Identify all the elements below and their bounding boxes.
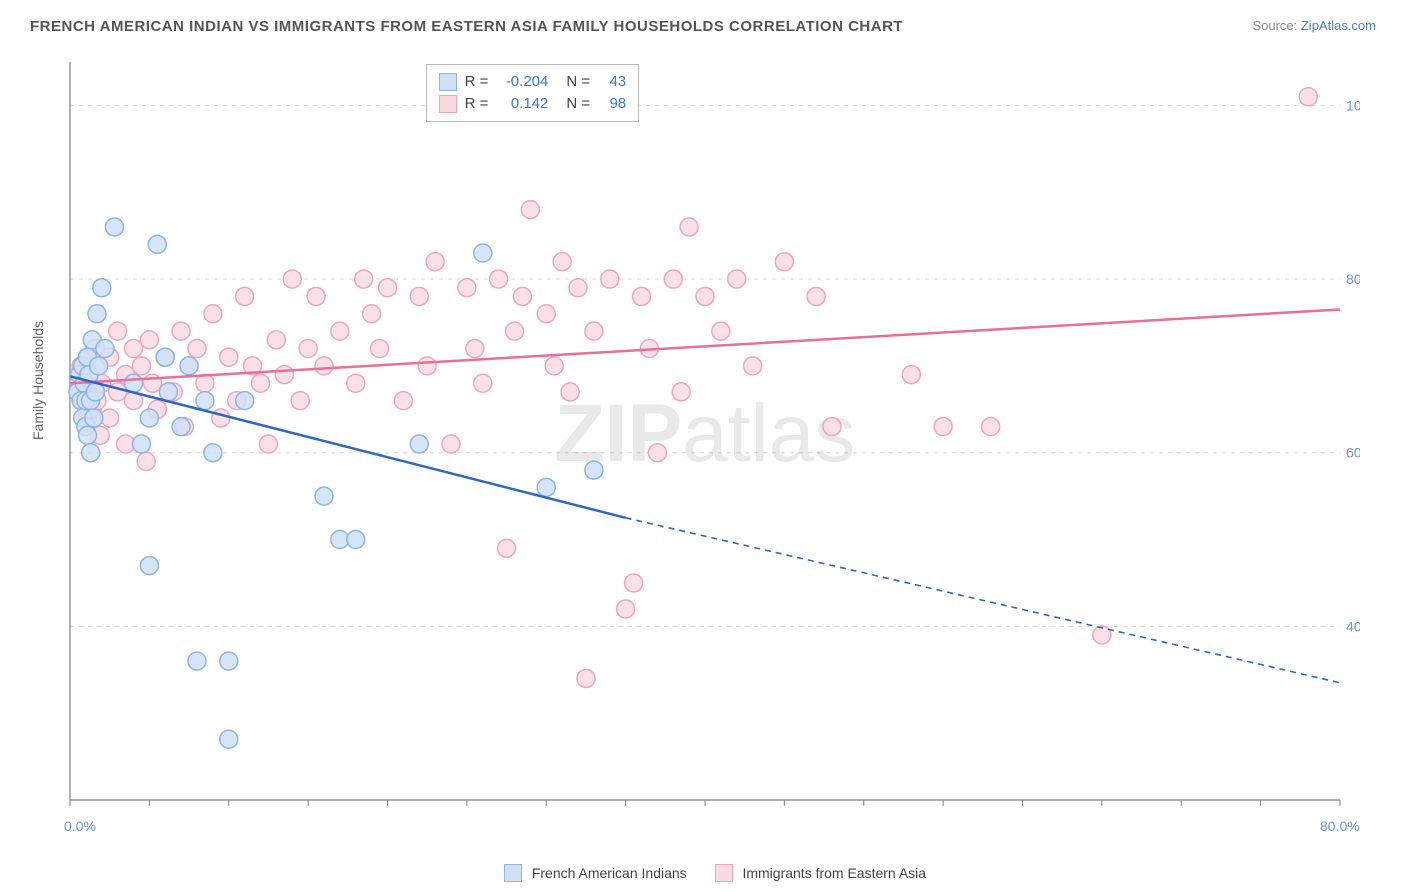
- svg-text:100.0%: 100.0%: [1346, 97, 1360, 113]
- stats-swatch-1: [439, 73, 457, 91]
- x-tick-min: 0.0%: [64, 818, 96, 834]
- svg-text:60.0%: 60.0%: [1346, 445, 1360, 461]
- legend-swatch-series1: [504, 864, 522, 882]
- source-credit: Source: ZipAtlas.com: [1252, 18, 1376, 33]
- chart-area: 40.0%60.0%80.0%100.0%ZIPatlas R = -0.204…: [60, 50, 1360, 840]
- stats-r-label-1: R =: [465, 71, 489, 93]
- stats-r-value-2: 0.142: [496, 93, 548, 115]
- stats-n-label-1: N =: [566, 71, 590, 93]
- stats-n-value-1: 43: [598, 71, 626, 93]
- scatter-plot-svg: 40.0%60.0%80.0%100.0%ZIPatlas R = -0.204…: [60, 50, 1360, 840]
- legend-swatch-series2: [715, 864, 733, 882]
- chart-title: FRENCH AMERICAN INDIAN VS IMMIGRANTS FRO…: [30, 18, 903, 35]
- y-axis-label: Family Households: [30, 321, 46, 440]
- stats-r-label-2: R =: [465, 93, 489, 115]
- bottom-legend: French American Indians Immigrants from …: [0, 864, 1406, 882]
- svg-text:80.0%: 80.0%: [1346, 271, 1360, 287]
- stats-swatch-2: [439, 95, 457, 113]
- stats-n-label-2: N =: [566, 93, 590, 115]
- legend-label-series1: French American Indians: [532, 865, 687, 881]
- legend-label-series2: Immigrants from Eastern Asia: [742, 865, 926, 881]
- svg-text:40.0%: 40.0%: [1346, 618, 1360, 634]
- stats-n-value-2: 98: [598, 93, 626, 115]
- source-link[interactable]: ZipAtlas.com: [1301, 18, 1376, 33]
- stats-r-value-1: -0.204: [496, 71, 548, 93]
- source-label: Source:: [1252, 18, 1300, 33]
- x-tick-max: 80.0%: [1320, 818, 1360, 834]
- stats-legend: R = -0.204 N = 43 R = 0.142 N = 98: [426, 64, 640, 122]
